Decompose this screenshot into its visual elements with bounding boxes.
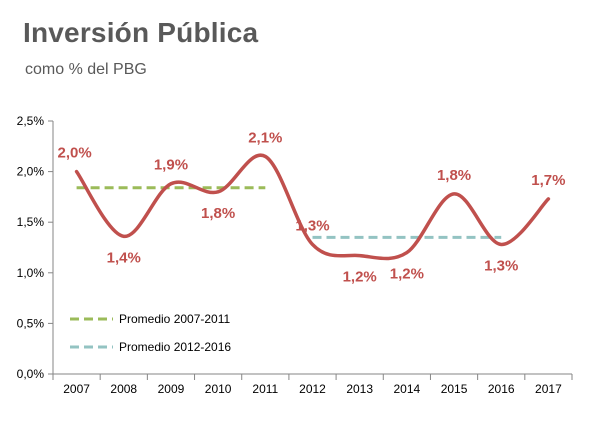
data-label: 1,2%: [390, 266, 424, 283]
data-label: 1,8%: [201, 205, 235, 222]
x-tick-label: 2013: [346, 382, 373, 396]
x-tick-label: 2015: [441, 382, 468, 396]
data-label: 1,8%: [437, 167, 471, 184]
x-tick-label: 2017: [535, 382, 562, 396]
x-tick-label: 2009: [158, 382, 185, 396]
legend: Promedio 2007-2011 Promedio 2012-2016: [70, 312, 231, 354]
data-label: 1,4%: [107, 249, 141, 266]
x-tick-label: 2012: [299, 382, 326, 396]
data-label: 1,7%: [531, 172, 565, 189]
y-tick-label: 1,0%: [17, 266, 45, 280]
x-tick-label: 2016: [488, 382, 515, 396]
x-tick-label: 2008: [110, 382, 137, 396]
series-line: [74, 153, 551, 261]
axes: 0,0% 0,5% 1,0% 1,5% 2,0% 2,5% 2007 2008 2009 2010…: [17, 114, 573, 396]
x-tick-label: 2007: [63, 382, 90, 396]
data-label: 1,3%: [295, 217, 329, 234]
y-tick-label: 1,5%: [17, 215, 45, 229]
y-tick-label: 2,5%: [17, 114, 45, 128]
x-tick-label: 2011: [252, 382, 278, 396]
data-label: 1,3%: [484, 257, 518, 274]
average-lines: [76, 186, 502, 239]
chart-subtitle: como % del PBG: [25, 61, 147, 78]
y-tick-label: 0,5%: [17, 316, 45, 330]
series-layer: [74, 153, 551, 261]
legend-label: Promedio 2007-2011: [119, 312, 231, 326]
x-tick-label: 2014: [394, 382, 421, 396]
chart-title: Inversión Pública: [23, 17, 259, 48]
data-label: 1,2%: [343, 269, 377, 286]
y-tick-label: 0,0%: [17, 367, 45, 381]
x-tick-label: 2010: [205, 382, 232, 396]
data-label: 2,1%: [248, 129, 282, 146]
data-label: 2,0%: [57, 145, 91, 162]
y-tick-label: 2,0%: [17, 165, 45, 179]
legend-label: Promedio 2012-2016: [119, 340, 231, 354]
data-label: 1,9%: [154, 157, 188, 174]
data-labels: 2,0% 1,4% 1,9% 1,8% 2,1% 1,3% 1,2% 1,2% 1,8% 1,3%…: [57, 129, 565, 285]
